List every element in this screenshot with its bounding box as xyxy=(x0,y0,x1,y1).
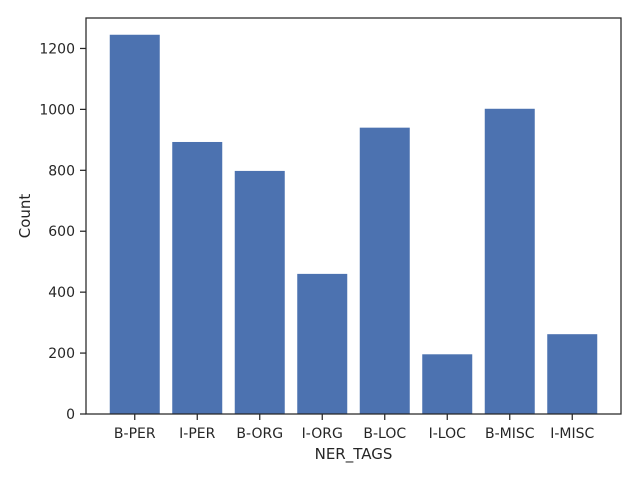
y-tick-label: 1000 xyxy=(39,102,75,118)
x-tick-label: B-ORG xyxy=(236,426,283,442)
bar-b-org xyxy=(234,170,285,414)
y-tick-label: 0 xyxy=(66,407,75,423)
bar-b-per xyxy=(109,34,160,414)
bar-b-misc xyxy=(484,108,535,414)
y-tick-label: 200 xyxy=(48,346,75,362)
x-ticks: B-PER I-PER B-ORG I-ORG B-LOC I-LOC B-MISC I-MI… xyxy=(114,414,594,442)
x-tick-label: B-PER xyxy=(114,426,156,442)
plot-frame xyxy=(85,17,622,415)
x-tick-label: I-PER xyxy=(179,426,215,442)
x-axis-label: NER_TAGS xyxy=(315,445,393,464)
bar-i-org xyxy=(297,273,348,414)
x-tick-label: I-MISC xyxy=(550,426,594,442)
x-tick-label: B-LOC xyxy=(363,426,406,442)
y-tick-label: 400 xyxy=(48,285,75,301)
x-tick-label: B-MISC xyxy=(485,426,535,442)
bar-i-per xyxy=(172,141,223,414)
bar-i-misc xyxy=(547,334,598,414)
bar-i-loc xyxy=(422,354,473,414)
y-axis-label: Count xyxy=(16,194,34,239)
y-ticks: 0 200 400 600 800 1000 1200 xyxy=(39,41,86,423)
x-tick-label: I-LOC xyxy=(429,426,467,442)
y-tick-label: 1200 xyxy=(39,41,75,57)
bars-group xyxy=(109,34,598,415)
x-tick-label: I-ORG xyxy=(302,426,343,442)
y-tick-label: 800 xyxy=(48,163,75,179)
bar-b-loc xyxy=(359,127,410,415)
y-tick-label: 600 xyxy=(48,224,75,240)
